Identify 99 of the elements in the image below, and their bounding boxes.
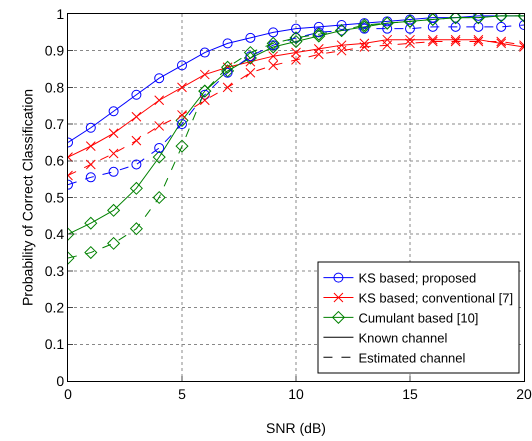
point <box>268 40 278 50</box>
point <box>131 136 142 146</box>
y-tick-label: 0.6 <box>44 152 64 169</box>
point <box>131 90 142 100</box>
y-tick-label: 0.1 <box>44 336 64 352</box>
legend-label: Cumulant based [10] <box>358 310 478 326</box>
x-axis-title: SNR (dB) <box>266 420 326 436</box>
x-tick-label: 10 <box>288 386 304 402</box>
point <box>266 37 280 50</box>
point <box>291 24 301 34</box>
point <box>450 22 461 32</box>
point <box>107 237 120 250</box>
y-axis-title: Probability of Correct Classification <box>19 88 36 306</box>
point <box>107 204 120 217</box>
point <box>359 42 370 52</box>
y-tick-label: 0 <box>56 372 64 389</box>
point <box>382 24 392 34</box>
y-tick-label: 0.9 <box>44 42 64 59</box>
point <box>154 73 164 84</box>
point <box>405 24 415 34</box>
annotation: Estimated channel <box>358 350 466 366</box>
y-tick-label: 1 <box>56 6 64 22</box>
point <box>314 49 324 60</box>
point <box>84 216 98 230</box>
point <box>176 140 188 152</box>
point <box>382 40 392 50</box>
point <box>200 90 210 100</box>
point <box>130 222 143 236</box>
point <box>152 191 166 204</box>
point <box>290 35 302 48</box>
point <box>336 20 347 30</box>
point <box>154 142 164 153</box>
point <box>86 159 96 170</box>
point <box>86 172 96 182</box>
y-tick-label: 0.3 <box>44 262 64 279</box>
legend-label: KS based; proposed <box>358 270 476 286</box>
point <box>222 82 233 92</box>
point <box>222 38 233 48</box>
point <box>154 95 164 106</box>
point <box>314 44 324 54</box>
point <box>108 128 119 138</box>
point <box>200 70 210 80</box>
point <box>245 68 256 78</box>
point <box>245 32 256 43</box>
point <box>359 38 370 48</box>
x-tick-label: 20 <box>516 386 532 402</box>
point <box>154 120 164 131</box>
point <box>359 24 370 34</box>
point <box>177 119 187 130</box>
point <box>428 22 438 32</box>
point <box>245 51 256 62</box>
y-tick-label: 0.8 <box>44 79 64 96</box>
point <box>200 48 210 58</box>
point <box>131 112 142 122</box>
point <box>131 159 142 170</box>
point <box>291 48 301 58</box>
point <box>221 64 234 78</box>
point <box>496 22 506 32</box>
point <box>266 40 280 54</box>
point <box>177 60 187 70</box>
point <box>336 40 347 50</box>
point <box>405 34 415 45</box>
point <box>245 56 256 67</box>
point <box>244 52 257 64</box>
point <box>177 110 187 120</box>
point <box>86 141 96 152</box>
y-tick-label: 0.2 <box>44 300 64 316</box>
legend-label: KS based; conventional [7] <box>358 290 514 306</box>
x-tick-label: 5 <box>178 386 186 402</box>
point <box>86 122 96 133</box>
point <box>314 27 324 38</box>
point <box>473 22 484 32</box>
point <box>268 51 278 62</box>
point <box>152 150 166 164</box>
point <box>200 95 210 106</box>
point <box>268 27 278 38</box>
point <box>108 106 119 116</box>
point <box>359 18 370 28</box>
point <box>222 68 233 78</box>
x-tick-label: 15 <box>402 386 418 402</box>
point <box>130 182 143 195</box>
annotation: Known channel <box>358 330 448 346</box>
point <box>108 148 119 158</box>
point <box>244 46 257 59</box>
point <box>428 14 438 23</box>
y-tick-label: 0.4 <box>44 226 64 242</box>
point <box>405 38 415 48</box>
point <box>314 22 324 32</box>
point <box>268 60 278 70</box>
point <box>177 82 187 92</box>
point <box>176 114 188 127</box>
point <box>108 166 119 177</box>
point <box>84 246 98 259</box>
point <box>382 34 392 45</box>
y-tick-label: 0.5 <box>44 189 64 206</box>
y-tick-label: 0.7 <box>44 116 64 132</box>
point <box>382 16 392 26</box>
point <box>336 46 347 56</box>
point <box>291 54 301 65</box>
